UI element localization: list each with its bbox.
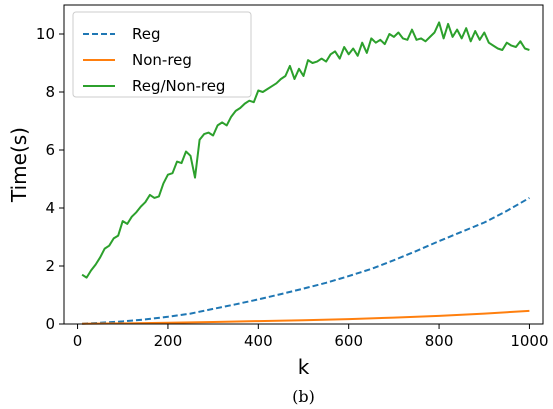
y-tick-label: 10 <box>36 25 55 43</box>
x-tick-label: 800 <box>425 332 454 350</box>
legend-box <box>72 11 252 98</box>
x-tick-label: 1000 <box>510 332 548 350</box>
x-axis-label: k <box>298 355 310 379</box>
x-tick-label: 400 <box>244 332 273 350</box>
figure-caption: (b) <box>292 387 315 406</box>
plot-area <box>81 21 530 325</box>
y-axis-label: Time(s) <box>7 127 31 203</box>
legend-label-0: Reg <box>132 25 161 43</box>
x-tick-label: 0 <box>73 332 83 350</box>
y-tick-label: 6 <box>45 141 55 159</box>
series-line-2 <box>81 21 530 279</box>
y-tick-label: 0 <box>45 315 55 333</box>
series-line-0 <box>82 197 530 325</box>
y-tick-label: 8 <box>45 83 55 101</box>
x-tick-label: 600 <box>334 332 363 350</box>
x-tick-label: 200 <box>154 332 183 350</box>
axes-frame <box>63 4 544 325</box>
legend-label-2: Reg/Non-reg <box>132 77 225 95</box>
axis-ticks: 0 200 400 600 800 1000 0 2 4 6 8 10 <box>36 25 549 350</box>
y-tick-label: 4 <box>45 199 55 217</box>
legend-label-1: Non-reg <box>132 51 192 69</box>
series-line-1 <box>82 309 530 325</box>
y-tick-label: 2 <box>45 257 55 275</box>
legend: Reg Non-reg Reg/Non-reg <box>72 11 252 98</box>
